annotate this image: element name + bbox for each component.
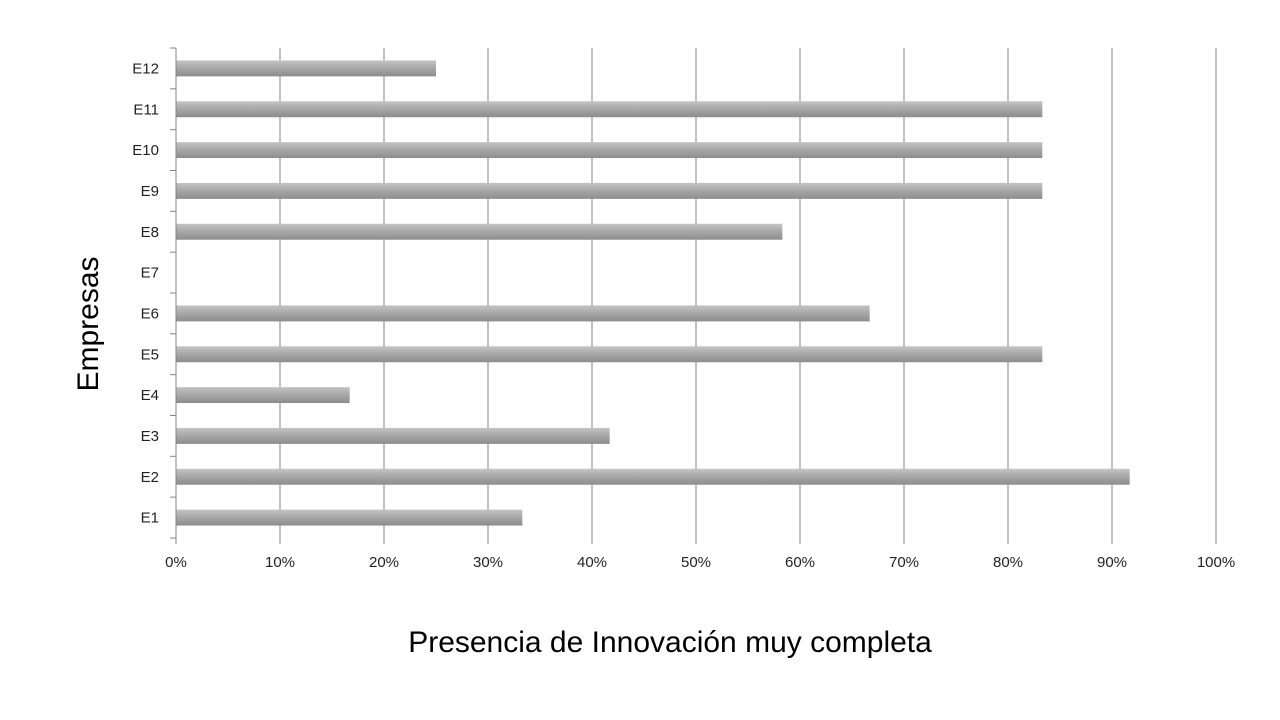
- bar-e3: [176, 427, 610, 444]
- x-tick-label: 90%: [1097, 554, 1127, 571]
- bar-e5: [176, 346, 1043, 363]
- y-tick-label: E8: [141, 224, 159, 241]
- y-tick-label: E12: [132, 60, 159, 77]
- y-tick-label: E2: [141, 469, 159, 486]
- x-tick-labels: 0% 10% 20% 30% 40% 50% 60% 70% 80% 90% 100%: [165, 554, 1235, 571]
- y-tick-label: E9: [141, 183, 159, 200]
- bar-e8: [176, 223, 783, 240]
- y-tick-labels: E1 E2 E3 E4 E5 E6 E7 E8 E9 E10 E11 E12: [132, 60, 159, 526]
- x-tick-label: 30%: [473, 554, 503, 571]
- bars: [176, 60, 1130, 526]
- x-tick-label: 80%: [993, 554, 1023, 571]
- y-tick-label: E3: [141, 428, 159, 445]
- bar-e4: [176, 387, 350, 404]
- x-tick-label: 40%: [577, 554, 607, 571]
- y-tick-label: E10: [132, 142, 159, 159]
- x-tick-label: 70%: [889, 554, 919, 571]
- y-tick-label: E7: [141, 265, 159, 282]
- x-tick-label: 100%: [1197, 554, 1235, 571]
- x-tick-label: 20%: [369, 554, 399, 571]
- bar-e1: [176, 509, 523, 526]
- y-tick-label: E1: [141, 510, 159, 527]
- bar-e2: [176, 468, 1130, 485]
- y-tick-label: E4: [141, 387, 159, 404]
- axes: [170, 47, 1217, 544]
- y-tick-label: E11: [133, 101, 159, 118]
- y-axis-title: Empresas: [72, 256, 105, 391]
- bar-e10: [176, 142, 1043, 159]
- x-tick-label: 0%: [165, 554, 187, 571]
- y-tick-label: E6: [141, 305, 159, 322]
- bar-e6: [176, 305, 870, 322]
- bar-e11: [176, 101, 1043, 118]
- bar-e9: [176, 182, 1043, 199]
- y-tick-label: E5: [141, 346, 159, 363]
- bar-e12: [176, 60, 436, 77]
- gridlines: [279, 48, 1217, 538]
- x-tick-label: 10%: [265, 554, 295, 571]
- x-tick-label: 60%: [785, 554, 815, 571]
- x-tick-label: 50%: [681, 554, 711, 571]
- x-axis-title: Presencia de Innovación muy completa: [408, 626, 932, 659]
